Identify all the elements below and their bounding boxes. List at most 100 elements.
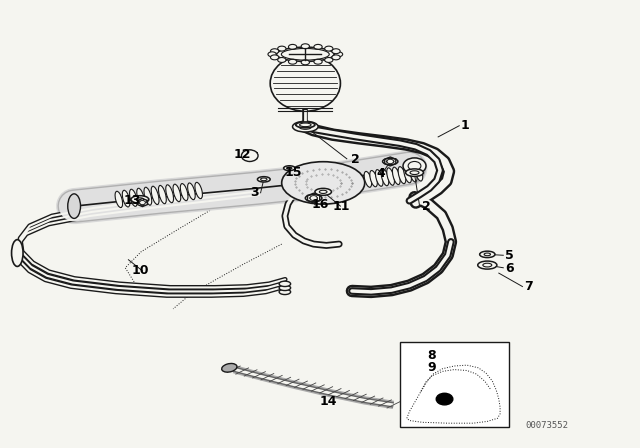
Ellipse shape xyxy=(284,166,295,171)
Ellipse shape xyxy=(314,59,322,64)
Ellipse shape xyxy=(315,188,332,195)
Ellipse shape xyxy=(279,285,291,291)
Circle shape xyxy=(387,159,394,164)
Text: 3: 3 xyxy=(250,186,259,199)
Ellipse shape xyxy=(122,190,130,207)
Circle shape xyxy=(140,201,145,205)
Text: 6: 6 xyxy=(505,262,514,275)
Text: 10: 10 xyxy=(132,264,149,277)
Ellipse shape xyxy=(370,171,378,187)
Ellipse shape xyxy=(276,47,334,61)
Ellipse shape xyxy=(260,178,267,181)
Ellipse shape xyxy=(12,240,23,267)
Ellipse shape xyxy=(409,353,417,356)
Circle shape xyxy=(436,393,453,405)
Text: 15: 15 xyxy=(285,166,302,179)
Ellipse shape xyxy=(173,184,180,202)
Ellipse shape xyxy=(131,196,149,203)
Ellipse shape xyxy=(305,194,322,202)
Ellipse shape xyxy=(289,59,297,64)
Ellipse shape xyxy=(287,167,292,169)
Text: 13: 13 xyxy=(124,194,141,207)
Ellipse shape xyxy=(279,281,291,287)
Ellipse shape xyxy=(404,166,412,183)
Ellipse shape xyxy=(324,57,333,62)
Ellipse shape xyxy=(477,261,497,269)
Ellipse shape xyxy=(332,55,340,60)
Text: 14: 14 xyxy=(320,395,337,408)
Ellipse shape xyxy=(136,198,144,201)
Ellipse shape xyxy=(398,167,406,184)
Ellipse shape xyxy=(479,251,495,258)
Text: 8: 8 xyxy=(428,349,436,362)
Ellipse shape xyxy=(270,56,340,111)
Ellipse shape xyxy=(483,263,492,267)
Ellipse shape xyxy=(296,122,315,128)
Ellipse shape xyxy=(420,366,425,368)
Text: 16: 16 xyxy=(312,198,329,211)
Ellipse shape xyxy=(279,289,291,295)
Ellipse shape xyxy=(406,169,424,177)
Ellipse shape xyxy=(332,49,340,54)
Ellipse shape xyxy=(271,49,279,54)
Ellipse shape xyxy=(314,44,322,49)
Text: 12: 12 xyxy=(234,148,252,161)
Ellipse shape xyxy=(405,363,420,369)
Ellipse shape xyxy=(115,191,123,207)
Text: 7: 7 xyxy=(524,280,533,293)
Ellipse shape xyxy=(404,351,421,358)
Text: 5: 5 xyxy=(505,249,514,262)
Ellipse shape xyxy=(137,188,145,206)
Ellipse shape xyxy=(257,177,270,182)
Ellipse shape xyxy=(299,124,312,129)
Ellipse shape xyxy=(159,185,166,204)
Circle shape xyxy=(408,161,421,170)
Ellipse shape xyxy=(180,184,188,201)
Text: 11: 11 xyxy=(333,200,350,213)
Ellipse shape xyxy=(415,165,422,181)
Text: 2: 2 xyxy=(351,153,360,166)
Ellipse shape xyxy=(129,189,137,207)
Ellipse shape xyxy=(334,52,342,57)
Ellipse shape xyxy=(166,185,173,202)
Ellipse shape xyxy=(381,169,388,186)
Ellipse shape xyxy=(278,57,286,62)
Ellipse shape xyxy=(221,363,237,372)
Ellipse shape xyxy=(392,167,400,185)
Text: 4: 4 xyxy=(376,168,385,181)
Ellipse shape xyxy=(410,171,419,175)
Ellipse shape xyxy=(68,194,81,219)
Ellipse shape xyxy=(271,55,279,60)
Ellipse shape xyxy=(301,44,310,49)
Text: 9: 9 xyxy=(428,361,436,375)
Ellipse shape xyxy=(410,166,417,182)
Ellipse shape xyxy=(289,44,297,49)
Text: 00073552: 00073552 xyxy=(525,421,568,431)
Ellipse shape xyxy=(144,187,152,205)
Text: 1: 1 xyxy=(461,119,469,132)
Circle shape xyxy=(241,150,258,161)
Ellipse shape xyxy=(376,170,383,186)
Ellipse shape xyxy=(195,182,202,198)
Ellipse shape xyxy=(410,365,416,367)
Ellipse shape xyxy=(301,60,310,65)
Bar xyxy=(401,342,509,427)
Text: 2: 2 xyxy=(422,200,431,213)
Circle shape xyxy=(403,158,426,174)
Ellipse shape xyxy=(188,183,195,200)
Ellipse shape xyxy=(387,160,394,163)
Ellipse shape xyxy=(151,186,159,205)
Ellipse shape xyxy=(310,197,317,200)
Ellipse shape xyxy=(364,172,372,187)
Ellipse shape xyxy=(278,46,286,51)
Ellipse shape xyxy=(324,46,333,51)
Ellipse shape xyxy=(319,190,327,194)
Ellipse shape xyxy=(387,168,394,185)
Ellipse shape xyxy=(268,52,276,57)
Ellipse shape xyxy=(484,253,490,256)
Ellipse shape xyxy=(282,162,365,204)
Ellipse shape xyxy=(417,365,428,369)
Ellipse shape xyxy=(292,121,318,132)
Circle shape xyxy=(246,153,254,159)
Ellipse shape xyxy=(383,158,398,165)
